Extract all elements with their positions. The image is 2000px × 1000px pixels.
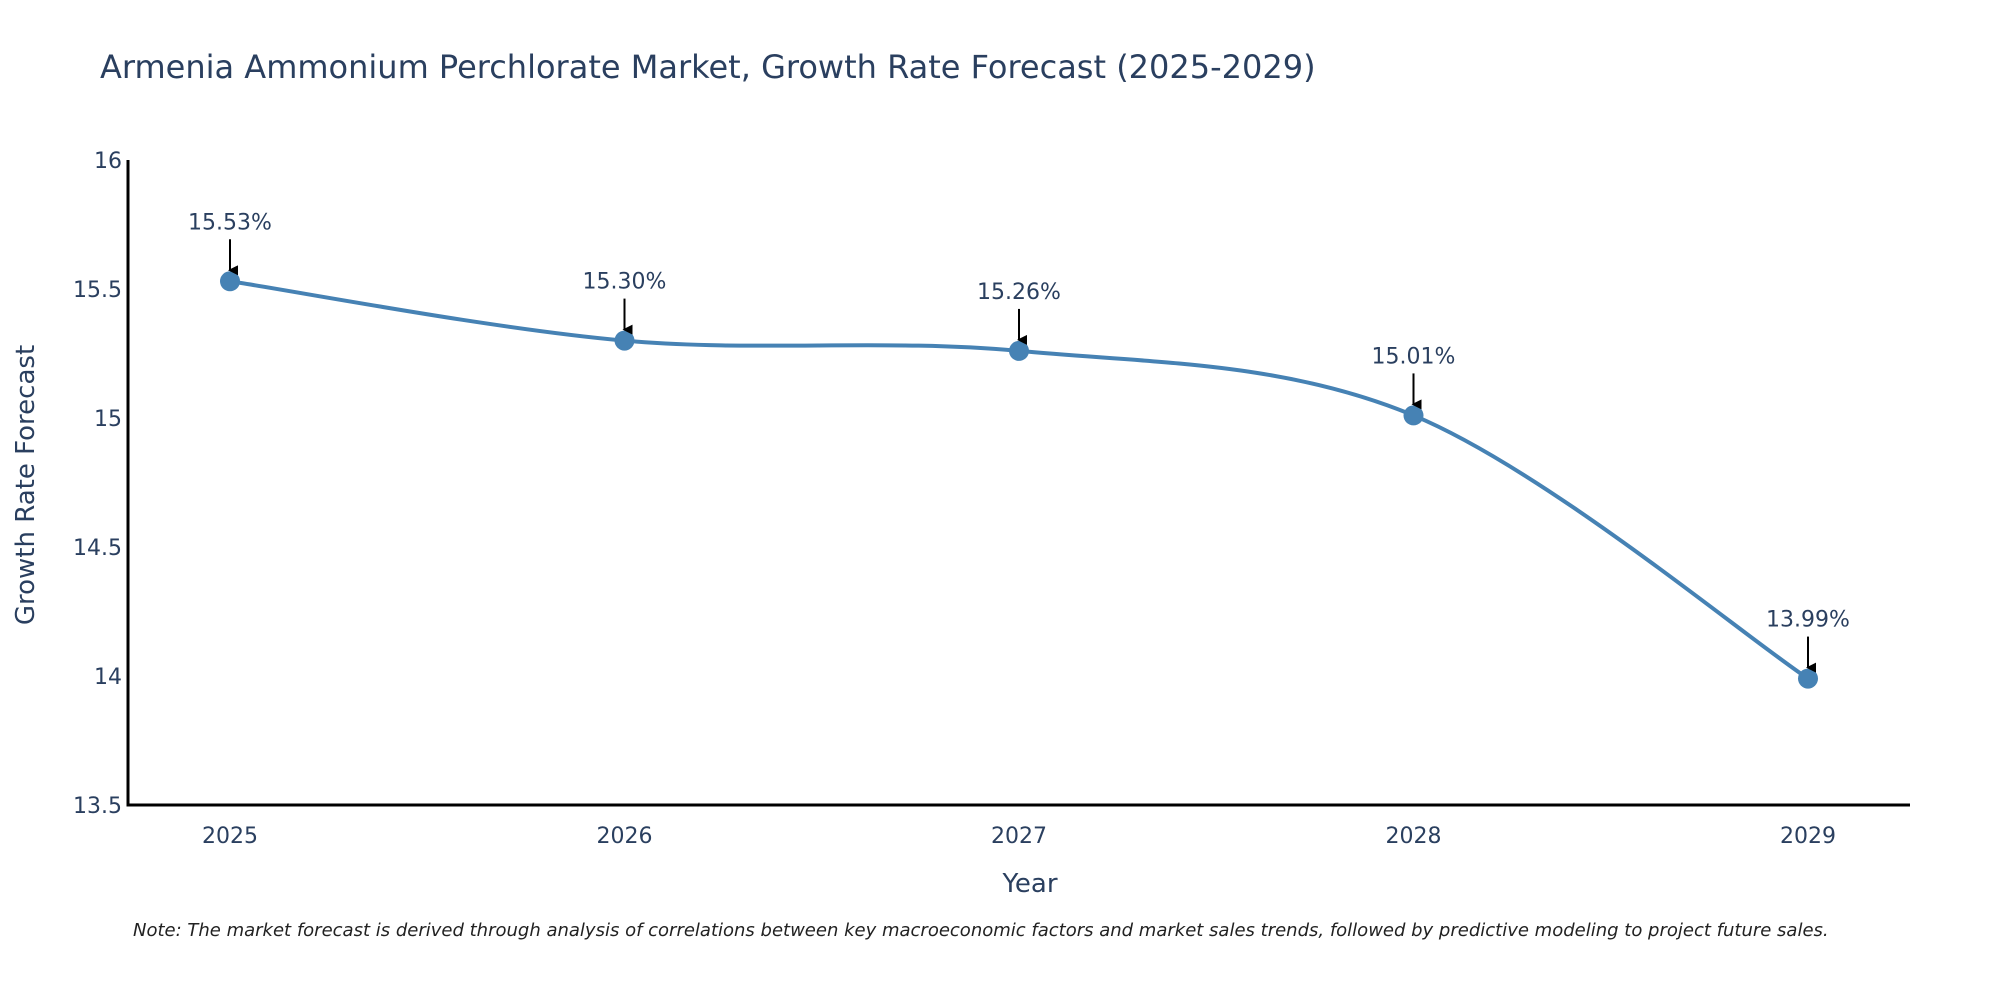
data-label: 15.30% — [583, 270, 667, 295]
x-tick-label: 2025 — [202, 824, 258, 849]
data-point-2027[interactable] — [1009, 340, 1029, 361]
data-label: 13.99% — [1766, 608, 1850, 633]
y-tick-label: 16 — [94, 149, 122, 174]
x-tick-label: 2027 — [991, 824, 1047, 849]
y-axis-title: Growth Rate Forecast — [11, 345, 41, 625]
series-line — [229, 279, 1810, 681]
y-tick-label: 14 — [94, 665, 122, 690]
y-tick-label: 15 — [94, 407, 122, 432]
chart-title: Armenia Ammonium Perchlorate Market, Gro… — [100, 48, 1316, 86]
data-point-2029[interactable] — [1798, 668, 1818, 689]
data-point-2028[interactable] — [1403, 405, 1424, 426]
chart-note: Note: The market forecast is derived thr… — [133, 920, 1829, 941]
y-tick-label: 15.5 — [73, 278, 122, 303]
data-point-2026[interactable] — [614, 330, 635, 351]
x-tick-label: 2028 — [1386, 824, 1442, 849]
x-axis-title: Year — [1001, 869, 1057, 899]
data-point-2025[interactable] — [220, 271, 240, 292]
y-tick-label: 14.5 — [73, 536, 122, 561]
data-label: 15.01% — [1372, 344, 1456, 369]
data-label: 15.26% — [977, 280, 1061, 305]
data-label: 15.53% — [188, 210, 272, 235]
x-tick-label: 2029 — [1780, 824, 1836, 849]
x-tick-label: 2026 — [597, 824, 653, 849]
y-tick-label: 13.5 — [73, 794, 122, 819]
